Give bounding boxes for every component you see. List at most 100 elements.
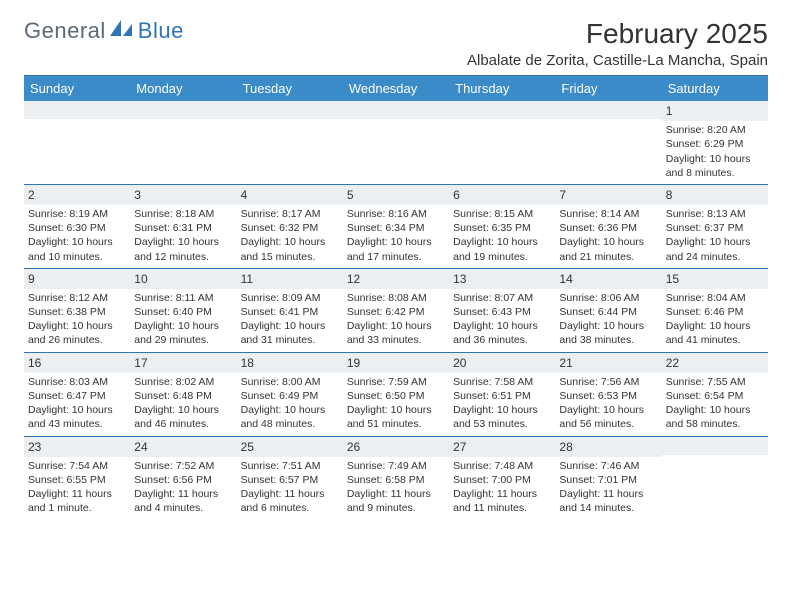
day-number — [662, 437, 768, 455]
day-detail-line: Daylight: 10 hours and 24 minutes. — [666, 235, 764, 263]
day-detail-line: Daylight: 11 hours and 1 minute. — [28, 487, 126, 515]
day-detail-line: Sunrise: 7:54 AM — [28, 459, 126, 473]
day-detail-line: Sunrise: 8:09 AM — [241, 291, 339, 305]
day-detail-line: Sunset: 6:48 PM — [134, 389, 232, 403]
day-cell: 16Sunrise: 8:03 AMSunset: 6:47 PMDayligh… — [24, 353, 130, 436]
day-details: Sunrise: 8:03 AMSunset: 6:47 PMDaylight:… — [28, 375, 126, 432]
day-cell: 15Sunrise: 8:04 AMSunset: 6:46 PMDayligh… — [662, 269, 768, 352]
day-detail-line: Sunset: 6:30 PM — [28, 221, 126, 235]
day-cell: 14Sunrise: 8:06 AMSunset: 6:44 PMDayligh… — [555, 269, 661, 352]
day-number: 5 — [343, 185, 449, 205]
day-details: Sunrise: 8:11 AMSunset: 6:40 PMDaylight:… — [134, 291, 232, 348]
day-details: Sunrise: 8:09 AMSunset: 6:41 PMDaylight:… — [241, 291, 339, 348]
weekday-header-row: SundayMondayTuesdayWednesdayThursdayFrid… — [24, 76, 768, 101]
day-number: 16 — [24, 353, 130, 373]
day-detail-line: Daylight: 10 hours and 17 minutes. — [347, 235, 445, 263]
day-detail-line: Daylight: 10 hours and 51 minutes. — [347, 403, 445, 431]
day-cell: 28Sunrise: 7:46 AMSunset: 7:01 PMDayligh… — [555, 437, 661, 520]
day-cell: 27Sunrise: 7:48 AMSunset: 7:00 PMDayligh… — [449, 437, 555, 520]
day-detail-line: Sunset: 6:35 PM — [453, 221, 551, 235]
day-cell: 5Sunrise: 8:16 AMSunset: 6:34 PMDaylight… — [343, 185, 449, 268]
day-detail-line: Sunset: 6:34 PM — [347, 221, 445, 235]
day-details: Sunrise: 8:16 AMSunset: 6:34 PMDaylight:… — [347, 207, 445, 264]
calendar-grid: 1Sunrise: 8:20 AMSunset: 6:29 PMDaylight… — [24, 101, 768, 519]
day-cell: 9Sunrise: 8:12 AMSunset: 6:38 PMDaylight… — [24, 269, 130, 352]
day-detail-line: Daylight: 10 hours and 56 minutes. — [559, 403, 657, 431]
day-detail-line: Sunset: 6:31 PM — [134, 221, 232, 235]
day-detail-line: Sunset: 6:58 PM — [347, 473, 445, 487]
weekday-label: Thursday — [449, 76, 555, 101]
day-cell: 12Sunrise: 8:08 AMSunset: 6:42 PMDayligh… — [343, 269, 449, 352]
day-number — [555, 101, 661, 119]
day-number: 1 — [662, 101, 768, 121]
day-detail-line: Daylight: 10 hours and 48 minutes. — [241, 403, 339, 431]
day-number — [130, 101, 236, 119]
day-detail-line: Sunrise: 8:04 AM — [666, 291, 764, 305]
day-number: 21 — [555, 353, 661, 373]
day-detail-line: Sunset: 6:51 PM — [453, 389, 551, 403]
day-detail-line: Sunrise: 8:15 AM — [453, 207, 551, 221]
day-detail-line: Sunset: 6:56 PM — [134, 473, 232, 487]
day-detail-line: Sunset: 6:57 PM — [241, 473, 339, 487]
day-cell: 10Sunrise: 8:11 AMSunset: 6:40 PMDayligh… — [130, 269, 236, 352]
day-cell: 25Sunrise: 7:51 AMSunset: 6:57 PMDayligh… — [237, 437, 343, 520]
day-detail-line: Sunrise: 8:12 AM — [28, 291, 126, 305]
day-detail-line: Daylight: 10 hours and 53 minutes. — [453, 403, 551, 431]
day-details: Sunrise: 8:06 AMSunset: 6:44 PMDaylight:… — [559, 291, 657, 348]
day-detail-line: Sunset: 6:55 PM — [28, 473, 126, 487]
calendar-page: General Blue February 2025 Albalate de Z… — [0, 0, 792, 529]
day-detail-line: Sunset: 6:46 PM — [666, 305, 764, 319]
day-number: 24 — [130, 437, 236, 457]
day-details: Sunrise: 8:00 AMSunset: 6:49 PMDaylight:… — [241, 375, 339, 432]
day-details: Sunrise: 8:19 AMSunset: 6:30 PMDaylight:… — [28, 207, 126, 264]
day-detail-line: Sunset: 7:00 PM — [453, 473, 551, 487]
day-detail-line: Sunset: 6:53 PM — [559, 389, 657, 403]
day-detail-line: Sunrise: 7:52 AM — [134, 459, 232, 473]
day-cell — [343, 101, 449, 184]
day-number: 4 — [237, 185, 343, 205]
day-details: Sunrise: 7:55 AMSunset: 6:54 PMDaylight:… — [666, 375, 764, 432]
day-detail-line: Sunset: 6:54 PM — [666, 389, 764, 403]
day-detail-line: Sunrise: 8:11 AM — [134, 291, 232, 305]
day-details: Sunrise: 7:49 AMSunset: 6:58 PMDaylight:… — [347, 459, 445, 516]
day-details: Sunrise: 7:46 AMSunset: 7:01 PMDaylight:… — [559, 459, 657, 516]
day-detail-line: Daylight: 10 hours and 29 minutes. — [134, 319, 232, 347]
day-detail-line: Daylight: 11 hours and 4 minutes. — [134, 487, 232, 515]
day-cell: 3Sunrise: 8:18 AMSunset: 6:31 PMDaylight… — [130, 185, 236, 268]
day-detail-line: Sunrise: 8:18 AM — [134, 207, 232, 221]
day-detail-line: Sunrise: 7:59 AM — [347, 375, 445, 389]
day-details: Sunrise: 8:07 AMSunset: 6:43 PMDaylight:… — [453, 291, 551, 348]
day-detail-line: Daylight: 10 hours and 31 minutes. — [241, 319, 339, 347]
day-number — [24, 101, 130, 119]
day-cell: 8Sunrise: 8:13 AMSunset: 6:37 PMDaylight… — [662, 185, 768, 268]
weekday-label: Sunday — [24, 76, 130, 101]
day-detail-line: Sunset: 6:41 PM — [241, 305, 339, 319]
day-details: Sunrise: 7:48 AMSunset: 7:00 PMDaylight:… — [453, 459, 551, 516]
day-detail-line: Sunrise: 7:46 AM — [559, 459, 657, 473]
day-number: 28 — [555, 437, 661, 457]
day-detail-line: Daylight: 10 hours and 21 minutes. — [559, 235, 657, 263]
day-number: 10 — [130, 269, 236, 289]
day-detail-line: Sunset: 6:38 PM — [28, 305, 126, 319]
day-cell: 4Sunrise: 8:17 AMSunset: 6:32 PMDaylight… — [237, 185, 343, 268]
month-title: February 2025 — [467, 18, 768, 50]
day-details: Sunrise: 8:13 AMSunset: 6:37 PMDaylight:… — [666, 207, 764, 264]
day-detail-line: Sunrise: 8:08 AM — [347, 291, 445, 305]
brand-word-1: General — [24, 18, 106, 44]
day-detail-line: Daylight: 10 hours and 15 minutes. — [241, 235, 339, 263]
day-details: Sunrise: 8:02 AMSunset: 6:48 PMDaylight:… — [134, 375, 232, 432]
day-details: Sunrise: 8:15 AMSunset: 6:35 PMDaylight:… — [453, 207, 551, 264]
week-row: 9Sunrise: 8:12 AMSunset: 6:38 PMDaylight… — [24, 268, 768, 352]
day-cell — [24, 101, 130, 184]
day-detail-line: Daylight: 10 hours and 8 minutes. — [666, 152, 764, 180]
day-detail-line: Daylight: 10 hours and 33 minutes. — [347, 319, 445, 347]
day-detail-line: Sunrise: 8:16 AM — [347, 207, 445, 221]
day-detail-line: Sunrise: 8:02 AM — [134, 375, 232, 389]
day-number: 7 — [555, 185, 661, 205]
day-detail-line: Sunset: 6:44 PM — [559, 305, 657, 319]
day-detail-line: Sunrise: 8:00 AM — [241, 375, 339, 389]
day-detail-line: Sunrise: 8:03 AM — [28, 375, 126, 389]
day-cell: 21Sunrise: 7:56 AMSunset: 6:53 PMDayligh… — [555, 353, 661, 436]
day-cell: 26Sunrise: 7:49 AMSunset: 6:58 PMDayligh… — [343, 437, 449, 520]
day-number: 20 — [449, 353, 555, 373]
